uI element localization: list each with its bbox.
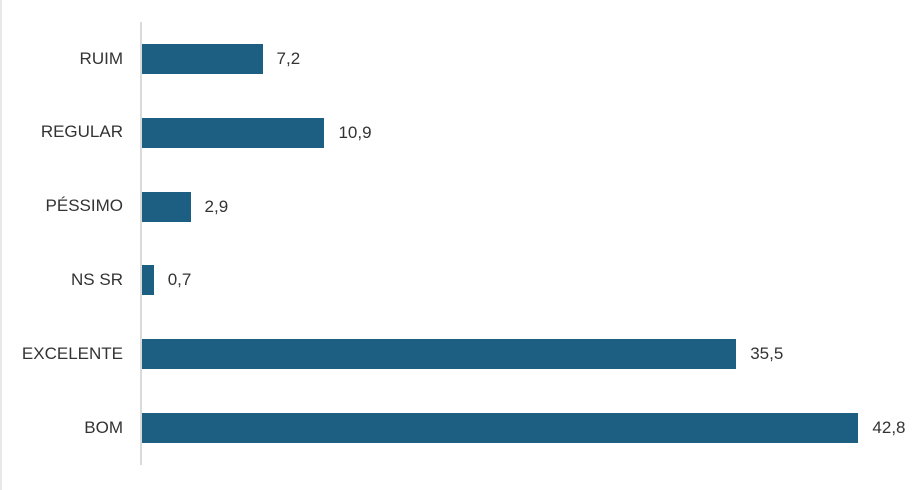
category-label: PÉSSIMO — [45, 196, 123, 216]
y-axis-line — [140, 22, 142, 465]
bar-row: EXCELENTE 35,5 — [0, 317, 917, 391]
left-edge-shadow — [0, 0, 2, 490]
category-label: REGULAR — [40, 122, 123, 142]
bar-track: 10,9 — [142, 96, 917, 170]
bar-track: 0,7 — [142, 243, 917, 317]
bar-track: 42,8 — [142, 391, 917, 465]
bar — [142, 117, 325, 148]
bar-row: NS SR 0,7 — [0, 243, 917, 317]
category-label: EXCELENTE — [21, 343, 123, 363]
value-label: 7,2 — [276, 48, 301, 68]
category-label: BOM — [84, 417, 123, 437]
plot-area: RUIM 7,2 REGULAR 10,9 PÉSSIMO 2,9 NS SR 0,7 EXCE… — [0, 22, 917, 465]
value-label: 10,9 — [338, 122, 372, 142]
bar — [142, 339, 737, 370]
bar-row: RUIM 7,2 — [0, 22, 917, 96]
bar-row: REGULAR 10,9 — [0, 96, 917, 170]
category-label: NS SR — [71, 270, 123, 290]
bar — [142, 265, 154, 296]
bar — [142, 43, 263, 74]
bar-track: 35,5 — [142, 317, 917, 391]
bar — [142, 191, 191, 222]
bar — [142, 413, 859, 444]
value-label: 42,8 — [872, 418, 906, 438]
value-label: 35,5 — [750, 344, 784, 364]
value-label: 0,7 — [167, 270, 192, 290]
value-label: 2,9 — [204, 196, 229, 216]
bar-track: 2,9 — [142, 170, 917, 244]
bar-row: PÉSSIMO 2,9 — [0, 170, 917, 244]
bar-row: BOM 42,8 — [0, 391, 917, 465]
bar-track: 7,2 — [142, 22, 917, 96]
category-label: RUIM — [79, 48, 123, 68]
